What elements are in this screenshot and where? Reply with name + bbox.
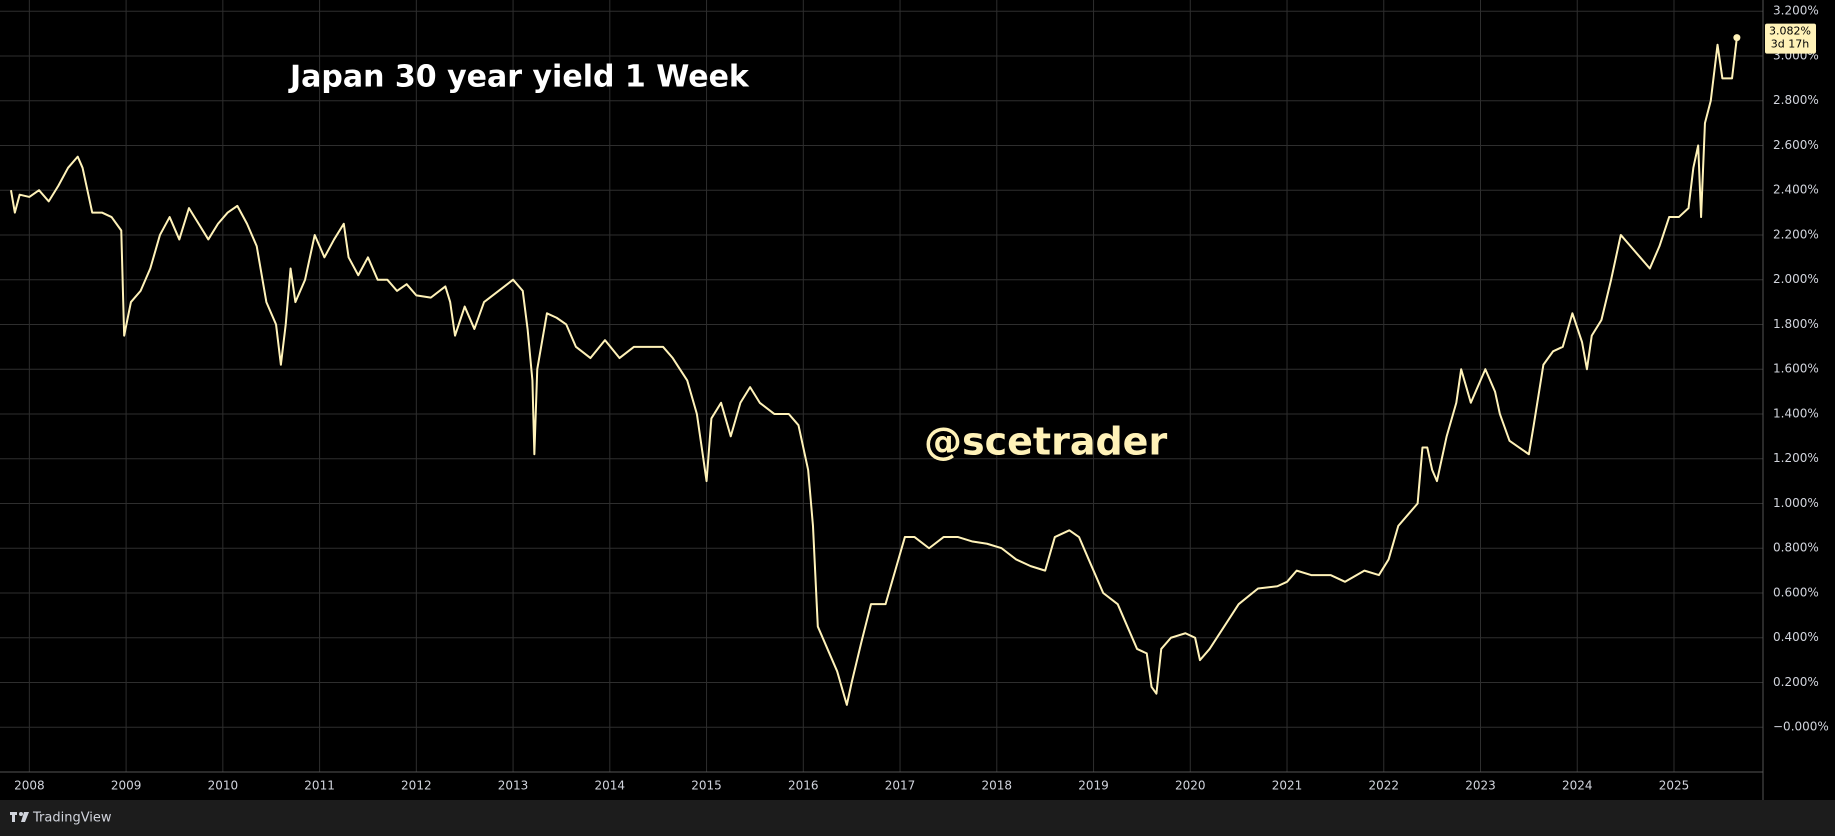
x-tick-label: 2009 (111, 779, 142, 793)
y-tick-label: 2.600% (1773, 138, 1819, 152)
x-tick-label: 2023 (1465, 779, 1496, 793)
x-tick-label: 2016 (788, 779, 819, 793)
x-tick-label: 2012 (401, 779, 432, 793)
y-tick-label: 0.200% (1773, 675, 1819, 689)
price-label-box (1765, 23, 1816, 54)
y-tick-label: 2.000% (1773, 272, 1819, 286)
footer-bar (0, 800, 1835, 836)
x-tick-label: 2022 (1368, 779, 1399, 793)
price-label: 3.082% (1769, 25, 1811, 38)
yield-line (9, 37, 1738, 706)
x-tick-label: 2014 (595, 779, 626, 793)
x-tick-label: 2015 (691, 779, 722, 793)
x-tick-label: 2018 (982, 779, 1013, 793)
x-tick-label: 2019 (1078, 779, 1109, 793)
watermark: @scetrader (924, 420, 1167, 464)
grid (0, 0, 1763, 772)
y-tick-label: 1.600% (1773, 362, 1819, 376)
chart-title: Japan 30 year yield 1 Week (288, 60, 750, 95)
x-tick-label: 2010 (208, 779, 239, 793)
x-tick-label: 2020 (1175, 779, 1206, 793)
y-tick-label: 0.800% (1773, 541, 1819, 555)
brand-name: TradingView (32, 811, 112, 826)
x-tick-label: 2011 (304, 779, 335, 793)
y-tick-label: 0.600% (1773, 585, 1819, 599)
x-tick-label: 2021 (1272, 779, 1303, 793)
y-tick-label: 1.400% (1773, 406, 1819, 420)
y-tick-label: −0.000% (1773, 720, 1829, 734)
y-tick-label: 3.200% (1773, 4, 1819, 18)
y-tick-label: 2.200% (1773, 227, 1819, 241)
y-tick-label: 2.800% (1773, 93, 1819, 107)
brand-logo (10, 812, 29, 822)
countdown-label: 3d 17h (1771, 38, 1809, 51)
x-tick-label: 2024 (1562, 779, 1593, 793)
y-tick-label: 2.400% (1773, 183, 1819, 197)
y-tick-label: 0.400% (1773, 630, 1819, 644)
y-tick-label: 1.200% (1773, 451, 1819, 465)
x-tick-label: 2025 (1659, 779, 1690, 793)
x-tick-label: 2008 (14, 779, 45, 793)
last-point (1733, 34, 1741, 42)
y-tick-label: 1.000% (1773, 496, 1819, 510)
x-tick-label: 2017 (885, 779, 916, 793)
y-tick-label: 1.800% (1773, 317, 1819, 331)
x-tick-label: 2013 (498, 779, 529, 793)
